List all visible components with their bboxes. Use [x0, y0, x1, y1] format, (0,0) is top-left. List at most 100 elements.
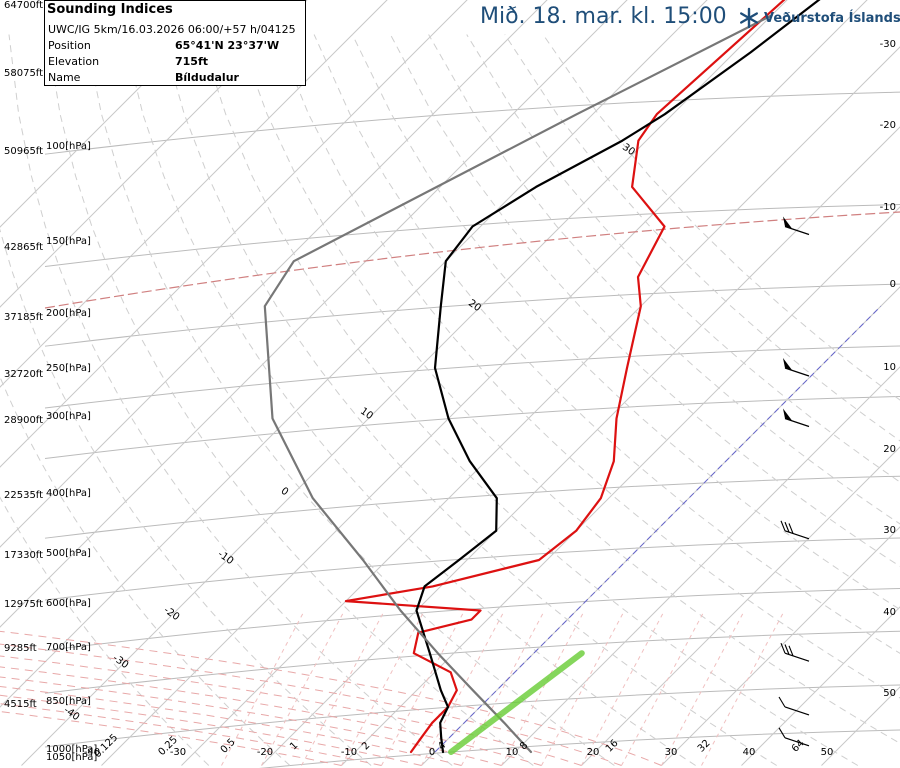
bottom-temperature-label: 30: [665, 747, 678, 758]
mixing-ratio-line: [621, 610, 705, 766]
right-temperature-label: 10: [883, 362, 896, 373]
pressure-label: 100[hPa]: [46, 141, 91, 152]
isotherm-line: [581, 446, 900, 766]
mixing-ratio-line: [261, 610, 345, 766]
right-temperature-label: 20: [883, 444, 896, 455]
right-temperature-label: 40: [883, 607, 896, 618]
height-label: 28900ft: [4, 415, 43, 426]
pressure-label: 1000[hPa]: [46, 744, 97, 755]
height-label: 4515ft: [4, 699, 37, 710]
isotherm-label: -20: [162, 605, 182, 623]
dry-adiabat-line: [275, 34, 900, 699]
isotherm-line: [0, 0, 228, 228]
forecast-time-title: Mið. 18. mar. kl. 15:00: [480, 4, 727, 29]
pressure-label: 250[hPa]: [46, 363, 91, 374]
dry-adiabat-line: [389, 34, 900, 567]
dry-adiabat-line: [237, 34, 900, 744]
isobar-line: [44, 345, 900, 409]
mixing-ratio-line: [661, 610, 745, 766]
height-label: 17330ft: [4, 550, 43, 561]
dry-adiabat-line: [351, 34, 900, 611]
pressure-label: 300[hPa]: [46, 411, 91, 422]
bottom-temperature-label: 40: [743, 747, 756, 758]
elevation-value: 715ft: [175, 55, 209, 68]
isobar-line: [44, 630, 900, 694]
mixing-ratio-line: [541, 610, 625, 766]
height-label: 42865ft: [4, 242, 43, 253]
dry-adiabat-line: [84, 34, 615, 766]
vedurstofa-logo: Veðurstofa Íslands: [738, 6, 900, 30]
isobar-line: [44, 283, 900, 347]
isotherm-line: [341, 206, 900, 766]
barb-shaft: [784, 367, 810, 377]
isotherm-line: [101, 0, 868, 766]
pressure-label: 600[hPa]: [46, 598, 91, 609]
mixing-ratio-line: [461, 610, 545, 766]
temperature-line: [415, 0, 821, 754]
isotherm-label: 20: [466, 298, 483, 314]
isobar-line: [44, 91, 900, 155]
height-label: 9285ft: [4, 643, 37, 654]
right-temperature-label: 50: [883, 688, 896, 699]
parcel-path-line: [263, 14, 773, 754]
pressure-label: 500[hPa]: [46, 548, 91, 559]
bottom-temperature-label: 50: [821, 747, 834, 758]
pressure-label: 850[hPa]: [46, 696, 91, 707]
mixing-ratio-line: [221, 610, 305, 766]
height-label: 32720ft: [4, 369, 43, 380]
mixing-ratio-line: [581, 610, 665, 766]
wind-barbs: [778, 216, 810, 747]
sounding-series: [263, 0, 821, 755]
wind-barb: [780, 642, 810, 662]
barb-shaft: [784, 737, 810, 747]
dewpoint-line: [344, 0, 786, 754]
moist-adiabat-line: [0, 703, 382, 766]
isobar-line: [44, 537, 900, 601]
elevation-label: Elevation: [48, 55, 100, 68]
isotherm-line: [181, 46, 900, 766]
pressure-label: 1050[hPa]: [46, 752, 97, 763]
moist-adiabat-line: [0, 685, 462, 766]
dry-adiabat-line: [46, 34, 534, 766]
logo-text: Veðurstofa Íslands: [764, 10, 900, 26]
moist-adiabat-line: [0, 711, 342, 766]
dry-adiabat-line: [466, 34, 900, 483]
pressure-label: 200[hPa]: [46, 308, 91, 319]
isotherm-label: -10: [216, 549, 236, 567]
barb-flag: [784, 521, 790, 533]
mixing-ratio-line: [341, 610, 425, 766]
dry-adiabat-line: [0, 375, 291, 766]
height-label: 22535ft: [4, 490, 43, 501]
isotherm-label: 0: [279, 486, 291, 499]
barb-flag: [778, 696, 786, 708]
bottom-temperature-label: 10: [506, 747, 519, 758]
barb-pennant: [783, 357, 792, 370]
isobar-line: [44, 396, 900, 459]
bottom-temperature-label: -40: [84, 747, 100, 758]
moist-adiabat-line: [0, 694, 422, 766]
dry-adiabat-line: [123, 34, 696, 766]
dry-adiabat-line: [8, 34, 453, 766]
isotherm-line: [661, 526, 900, 766]
mixing-ratio-line: [381, 610, 465, 766]
isotherm-label: -30: [111, 653, 131, 671]
bottom-temperature-label: 0: [429, 747, 435, 758]
isobar-line: [44, 475, 900, 539]
right-temperature-label: -20: [880, 120, 896, 131]
dry-adiabat-line: [199, 34, 859, 766]
barb-shaft: [784, 417, 810, 428]
dry-adiabat-line: [161, 34, 777, 766]
position-label: Position: [48, 39, 91, 52]
isobar-line: [44, 684, 900, 748]
zero-isotherm-line: [434, 305, 882, 753]
right-temperature-label: 0: [890, 279, 896, 290]
height-label: 50965ft: [4, 146, 43, 157]
isotherm-line: [0, 0, 308, 308]
barb-flag: [784, 644, 790, 655]
isobar-line: [259, 729, 900, 768]
mixing-ratio-label: 1: [288, 740, 300, 752]
isobar-line: [44, 203, 900, 267]
info-subtitle: UWC/IG 5km/16.03.2026 06:00/+57 h/04125: [48, 23, 296, 36]
wind-barb: [778, 727, 810, 747]
height-label: 37185ft: [4, 312, 43, 323]
